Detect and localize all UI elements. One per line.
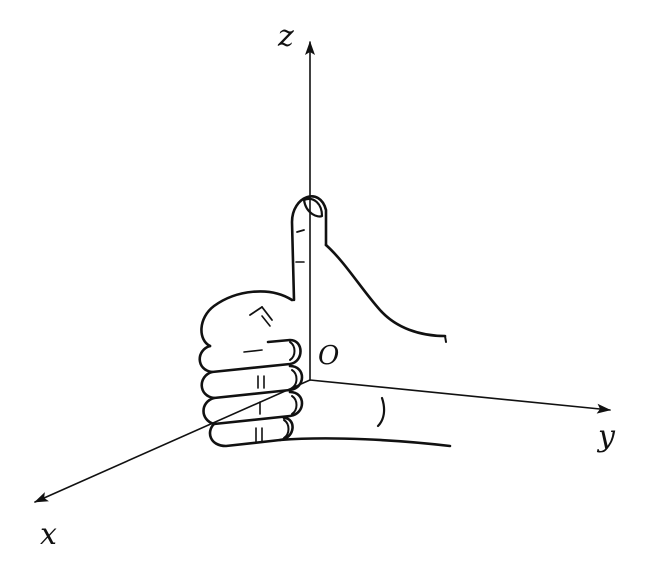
y-axis-label: y [596, 419, 616, 454]
coordinate-axes [34, 41, 611, 503]
y-axis [309, 379, 611, 414]
z-axis-label: z [277, 19, 294, 54]
right-hand-thumb-up-icon [198, 195, 452, 448]
origin-label: O [318, 341, 339, 371]
x-axis [34, 379, 311, 503]
x-axis-label: x [40, 517, 57, 552]
